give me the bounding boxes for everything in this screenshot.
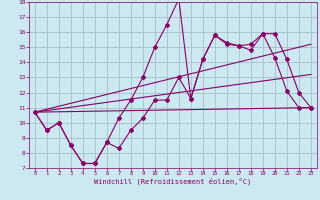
X-axis label: Windchill (Refroidissement éolien,°C): Windchill (Refroidissement éolien,°C) [94, 178, 252, 185]
